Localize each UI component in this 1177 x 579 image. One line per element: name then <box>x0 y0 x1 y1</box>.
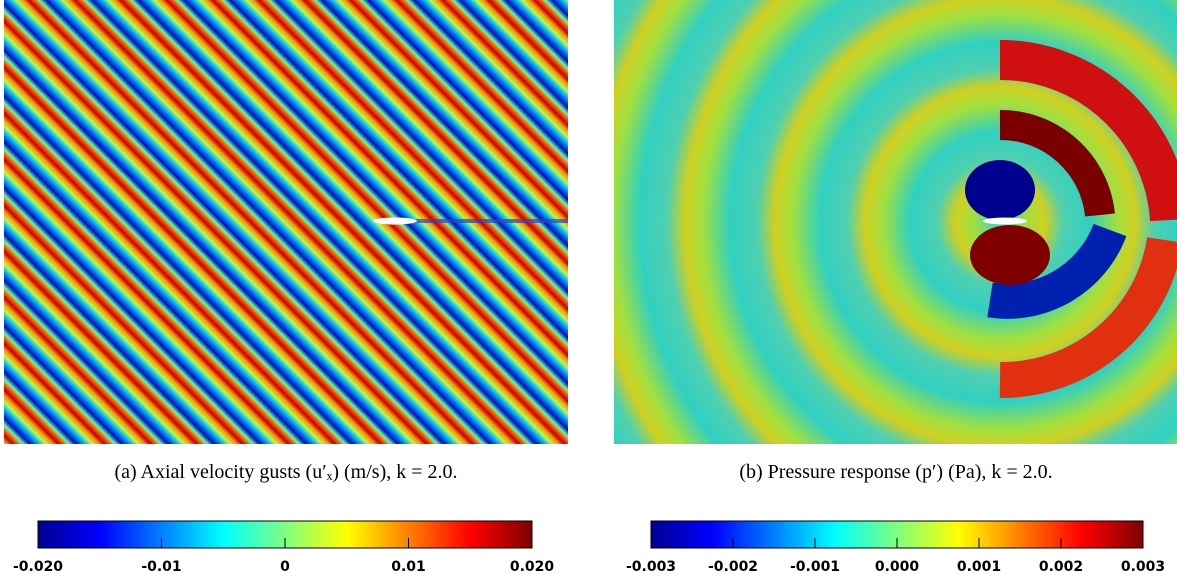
caption: (b) Pressure response (p′) (Pa), k = 2.0… <box>739 461 1052 483</box>
caption: (a) Axial velocity gusts (u′ₓ) (m/s), k … <box>114 461 457 483</box>
colorbar-tick-label: 0.020 <box>510 559 555 575</box>
colorbar-tick-label: 0.000 <box>875 559 920 575</box>
pressure-field <box>614 0 1177 444</box>
colorbar-tick-label: 0.001 <box>957 559 1001 575</box>
colorbar-tick-label: 0.003 <box>1121 559 1165 575</box>
colorbar-tick-label: 0.002 <box>1039 559 1083 575</box>
colorbar-tick-label: -0.01 <box>141 559 181 575</box>
colorbar-tick-label: -0.003 <box>626 559 676 575</box>
axial-velocity-field <box>4 0 568 444</box>
colorbar-tick-label: -0.001 <box>790 559 840 575</box>
colorbar-tick-label: 0.01 <box>391 559 426 575</box>
colorbar-tick-label: -0.020 <box>13 559 63 575</box>
colorbar-tick-label: 0 <box>280 559 290 575</box>
colorbar-tick-label: -0.002 <box>708 559 758 575</box>
